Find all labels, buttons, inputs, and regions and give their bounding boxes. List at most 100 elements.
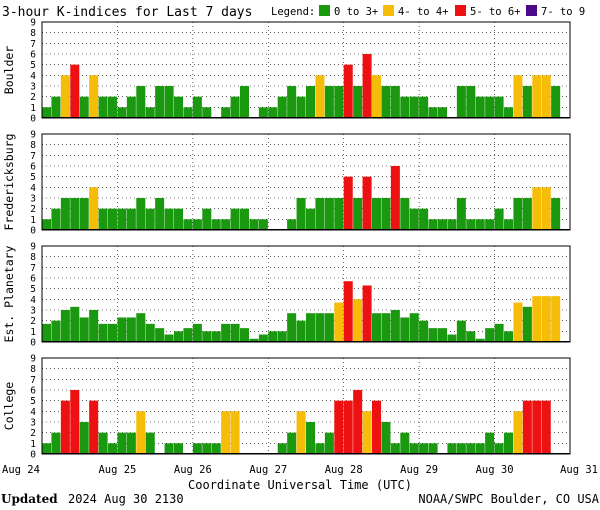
bar (258, 107, 268, 118)
bar (466, 331, 476, 342)
bar (306, 422, 316, 454)
bar (89, 310, 99, 342)
y-tick-label: 6 (30, 162, 36, 173)
bar (136, 198, 146, 230)
y-tick-label: 5 (30, 284, 36, 295)
bar (324, 313, 334, 342)
bar (485, 328, 495, 342)
panel-label: Boulder (2, 46, 16, 95)
bar (400, 432, 410, 454)
bar (202, 331, 212, 342)
bar (334, 400, 344, 454)
footer-updated-label: Updated (1, 492, 58, 506)
bar (475, 96, 485, 118)
bar (532, 400, 542, 454)
bar (240, 328, 250, 342)
y-tick-label: 1 (30, 103, 36, 114)
bar (353, 198, 363, 230)
footer-source: NOAA/SWPC Boulder, CO USA (418, 492, 599, 506)
bar (136, 411, 146, 454)
bar (98, 432, 108, 454)
bar (117, 208, 127, 230)
bar (353, 390, 363, 454)
y-tick-label: 2 (30, 92, 36, 103)
bar (381, 198, 391, 230)
bar (230, 96, 240, 118)
bar (98, 96, 108, 118)
y-tick-label: 1 (30, 327, 36, 338)
bar (51, 96, 61, 118)
legend-entry-3: 7- to 9 (541, 6, 585, 18)
bar (89, 187, 99, 230)
bar (362, 285, 372, 342)
bar (258, 219, 268, 230)
bar (456, 443, 466, 454)
bar (522, 86, 532, 118)
bar (475, 219, 485, 230)
y-tick-label: 7 (30, 375, 36, 386)
bar (485, 432, 495, 454)
bar (541, 75, 551, 118)
y-tick-label: 3 (30, 194, 36, 205)
bar (79, 422, 89, 454)
bar (98, 323, 108, 342)
x-axis-ticks: Aug 24 Aug 25 Aug 26 Aug 27 Aug 28 Aug 29 Aug … (2, 464, 598, 476)
bar (79, 317, 89, 342)
bar (183, 328, 193, 342)
bar (306, 208, 316, 230)
x-tick-label: Aug 29 (400, 464, 438, 476)
bar (541, 296, 551, 342)
bar (51, 208, 61, 230)
bar (494, 323, 504, 342)
bar (532, 296, 542, 342)
bar (51, 320, 61, 342)
bar (277, 331, 287, 342)
bar (249, 338, 259, 342)
legend: Legend: 0 to 3+ 4- to 4+ 5- to 6+ 7- to 9 (271, 5, 585, 18)
chart-title: 3-hour K-indices for Last 7 days (2, 5, 252, 20)
y-tick-label: 2 (30, 316, 36, 327)
y-tick-label: 2 (30, 204, 36, 215)
bar (334, 198, 344, 230)
bar (108, 96, 118, 118)
bar (456, 86, 466, 118)
bar (494, 96, 504, 118)
bar (513, 302, 523, 342)
bar (372, 198, 382, 230)
bar (108, 208, 118, 230)
bar (381, 313, 391, 342)
bar (409, 96, 419, 118)
bar (334, 302, 344, 342)
x-tick-label: Aug 30 (476, 464, 514, 476)
bar (400, 317, 410, 342)
y-tick-label: 4 (30, 407, 36, 418)
bar (466, 86, 476, 118)
bar (136, 313, 146, 342)
bar (494, 443, 504, 454)
y-tick-label: 3 (30, 306, 36, 317)
bar (551, 296, 561, 342)
bar (494, 208, 504, 230)
legend-entry-0: 0 to 3+ (334, 6, 378, 18)
bar (287, 86, 297, 118)
bar (353, 299, 363, 342)
bar (419, 320, 429, 342)
bar (126, 96, 136, 118)
bar (409, 208, 419, 230)
bar (485, 96, 495, 118)
legend-swatch-1 (383, 5, 394, 16)
bar (240, 208, 250, 230)
bar (400, 96, 410, 118)
bar (296, 411, 306, 454)
bar (230, 323, 240, 342)
bar (98, 208, 108, 230)
bar (513, 198, 523, 230)
panel-frame (41, 245, 571, 343)
footer-updated-value: 2024 Aug 30 2130 (68, 492, 184, 506)
bar (428, 328, 438, 342)
x-tick-label: Aug 28 (325, 464, 363, 476)
bar (306, 86, 316, 118)
bar (164, 208, 174, 230)
bar (390, 310, 400, 342)
panel-label: College (2, 382, 16, 431)
